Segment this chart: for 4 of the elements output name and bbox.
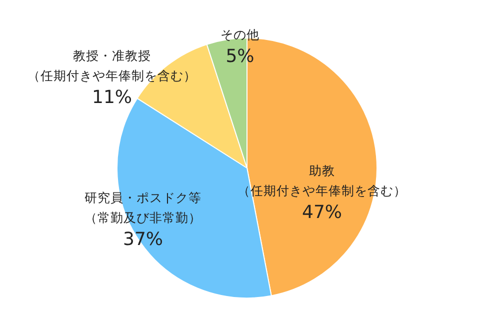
data-label: 47% <box>302 202 342 223</box>
data-label: 11% <box>92 87 132 108</box>
slice-label: その他 <box>220 27 260 42</box>
slice-label: 教授・准教授（任期付きや年俸制を含む） <box>28 48 196 83</box>
